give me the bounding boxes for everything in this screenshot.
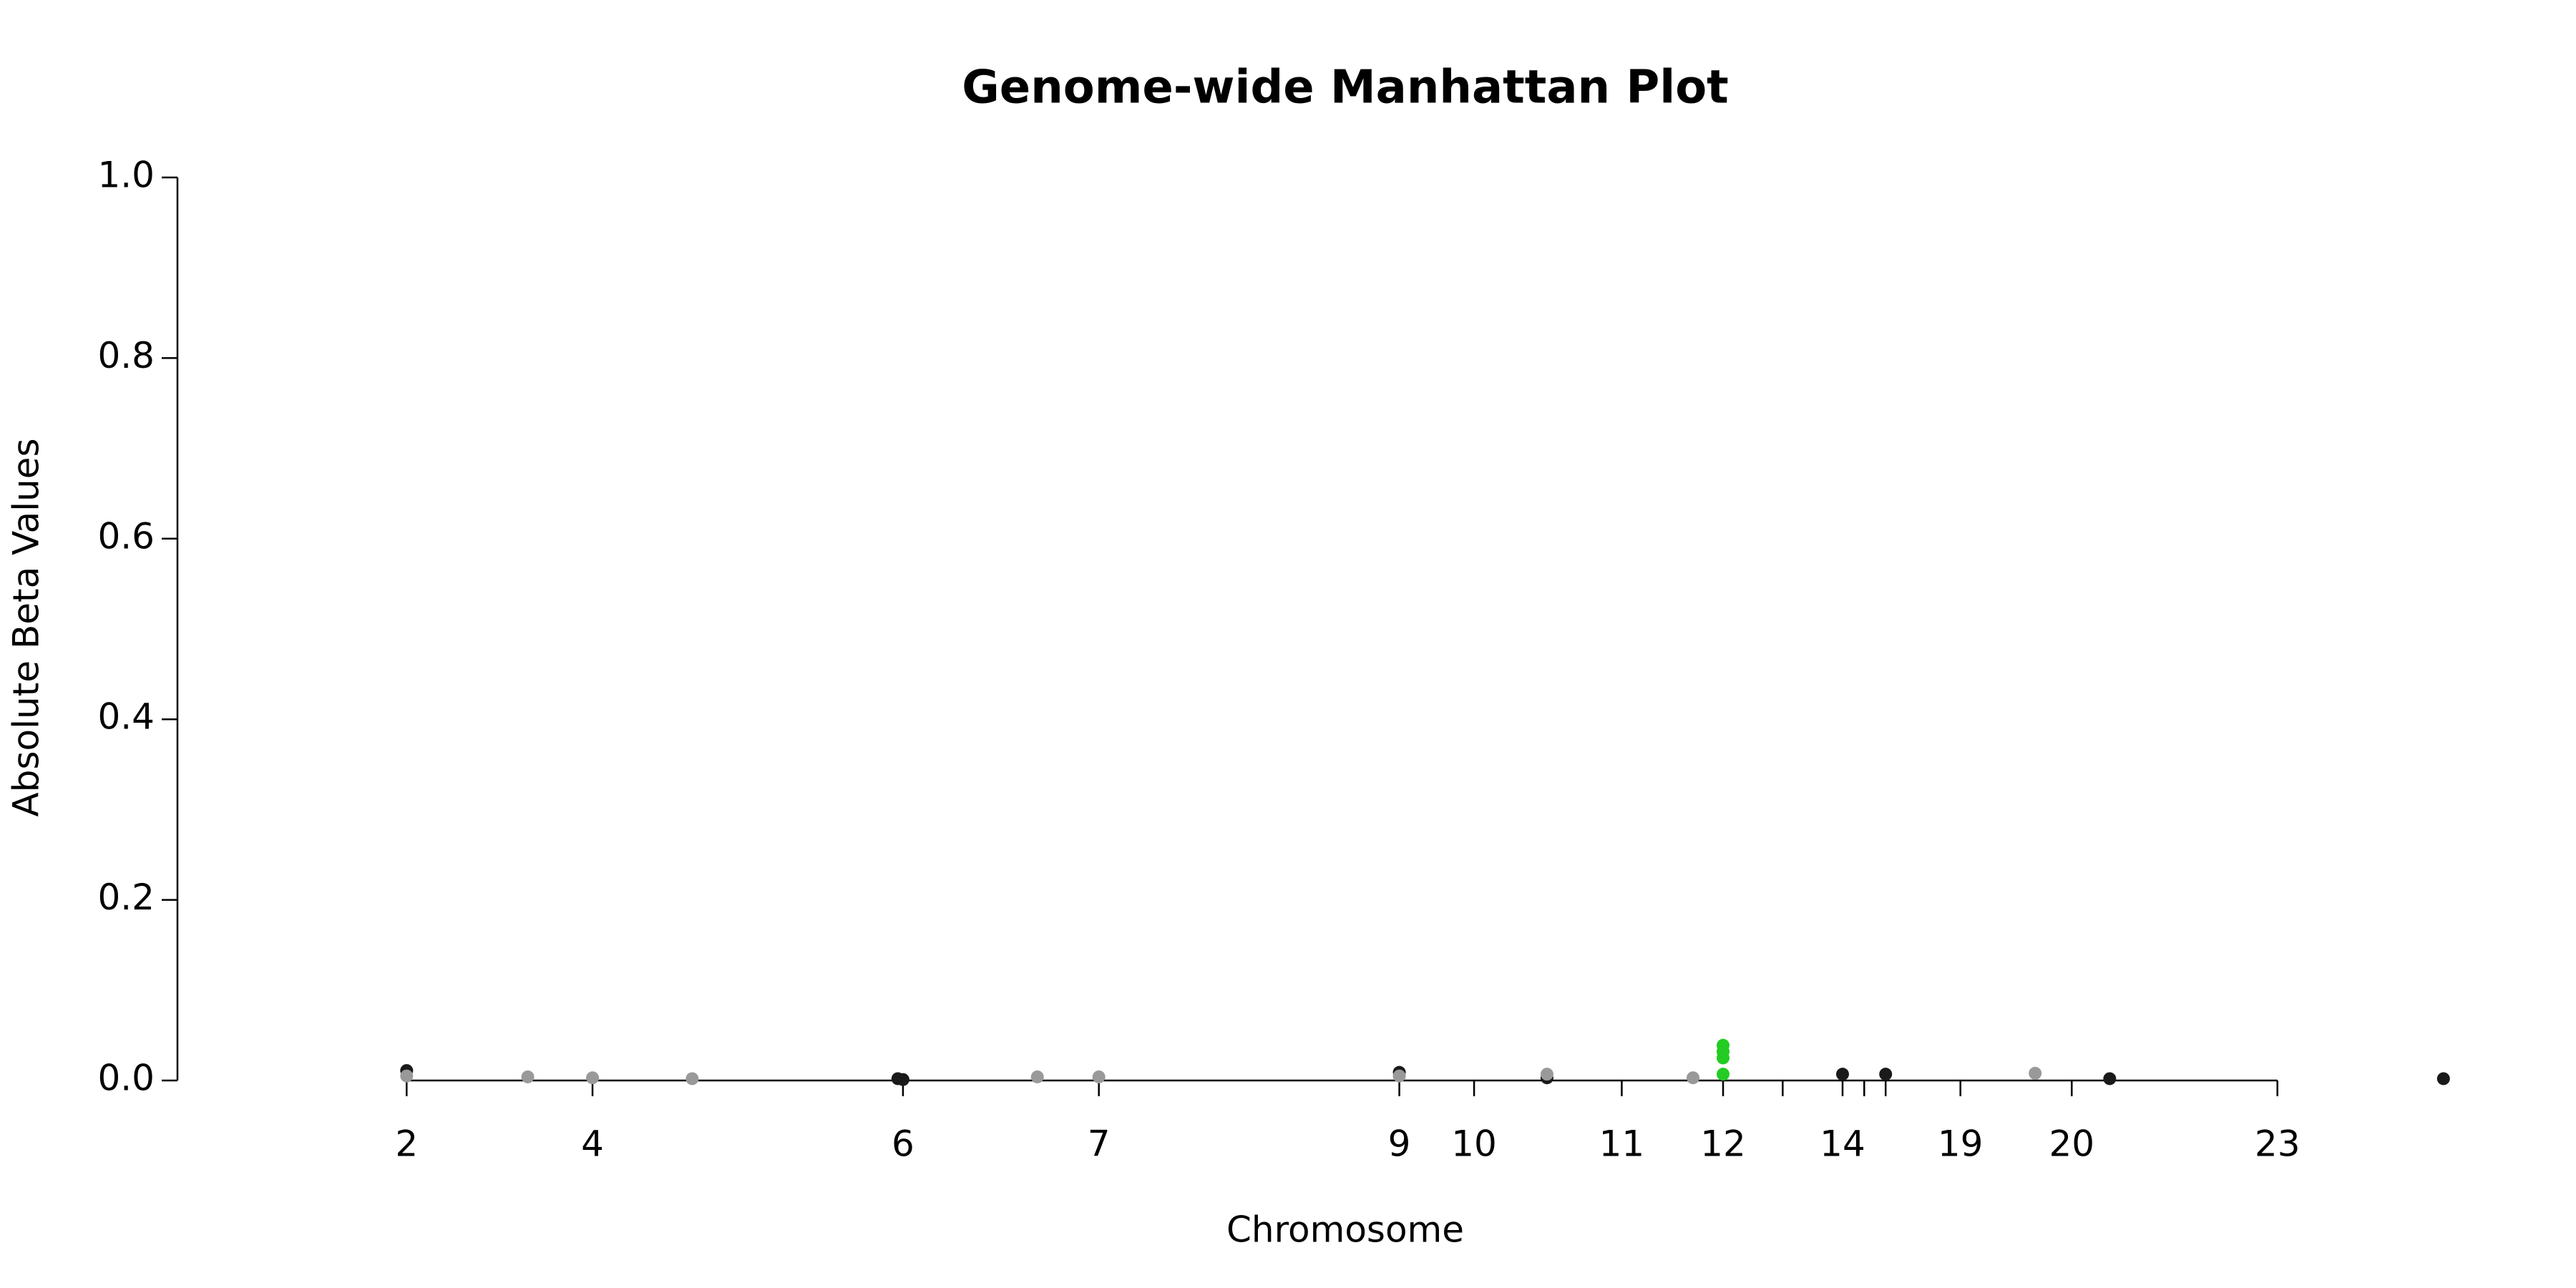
x-tick-label: 10 xyxy=(1451,1123,1497,1165)
point xyxy=(2029,1066,2042,1080)
x-tick-label: 6 xyxy=(892,1123,914,1165)
point xyxy=(1092,1070,1106,1083)
point xyxy=(896,1073,909,1086)
point xyxy=(1392,1069,1406,1083)
x-tick-label: 23 xyxy=(2255,1123,2301,1165)
y-tick-label: 0.0 xyxy=(97,1058,155,1099)
y-tick-label: 0.6 xyxy=(97,515,155,557)
point xyxy=(1835,1068,1849,1081)
point xyxy=(1540,1068,1553,1081)
point xyxy=(1879,1068,1893,1081)
point xyxy=(586,1071,600,1085)
x-tick-label: 9 xyxy=(1388,1123,1411,1165)
y-tick-label: 1.0 xyxy=(97,155,155,196)
x-tick-label: 4 xyxy=(581,1123,604,1165)
x-tick-label: 2 xyxy=(395,1123,418,1165)
y-axis-label: Absolute Beta Values xyxy=(6,439,47,817)
point xyxy=(686,1072,699,1085)
x-axis-label: Chromosome xyxy=(1226,1209,1464,1251)
x-tick-label: 19 xyxy=(1938,1123,1984,1165)
point xyxy=(2436,1072,2450,1085)
x-tick-label: 11 xyxy=(1599,1123,1645,1165)
point xyxy=(1030,1070,1044,1083)
point xyxy=(1687,1071,1700,1085)
x-tick-label: 12 xyxy=(1700,1123,1746,1165)
point xyxy=(1717,1051,1730,1065)
point xyxy=(400,1069,414,1083)
x-tick-label: 14 xyxy=(1820,1123,1865,1165)
y-tick-label: 0.4 xyxy=(97,696,155,738)
point xyxy=(2103,1072,2117,1085)
x-tick-label: 20 xyxy=(2049,1123,2094,1165)
x-tick-label: 7 xyxy=(1088,1123,1111,1165)
y-tick-label: 0.8 xyxy=(97,335,155,376)
y-tick-label: 0.2 xyxy=(97,877,155,918)
point xyxy=(521,1070,535,1083)
chart-title: Genome-wide Manhattan Plot xyxy=(962,62,1729,114)
point xyxy=(1717,1068,1730,1081)
